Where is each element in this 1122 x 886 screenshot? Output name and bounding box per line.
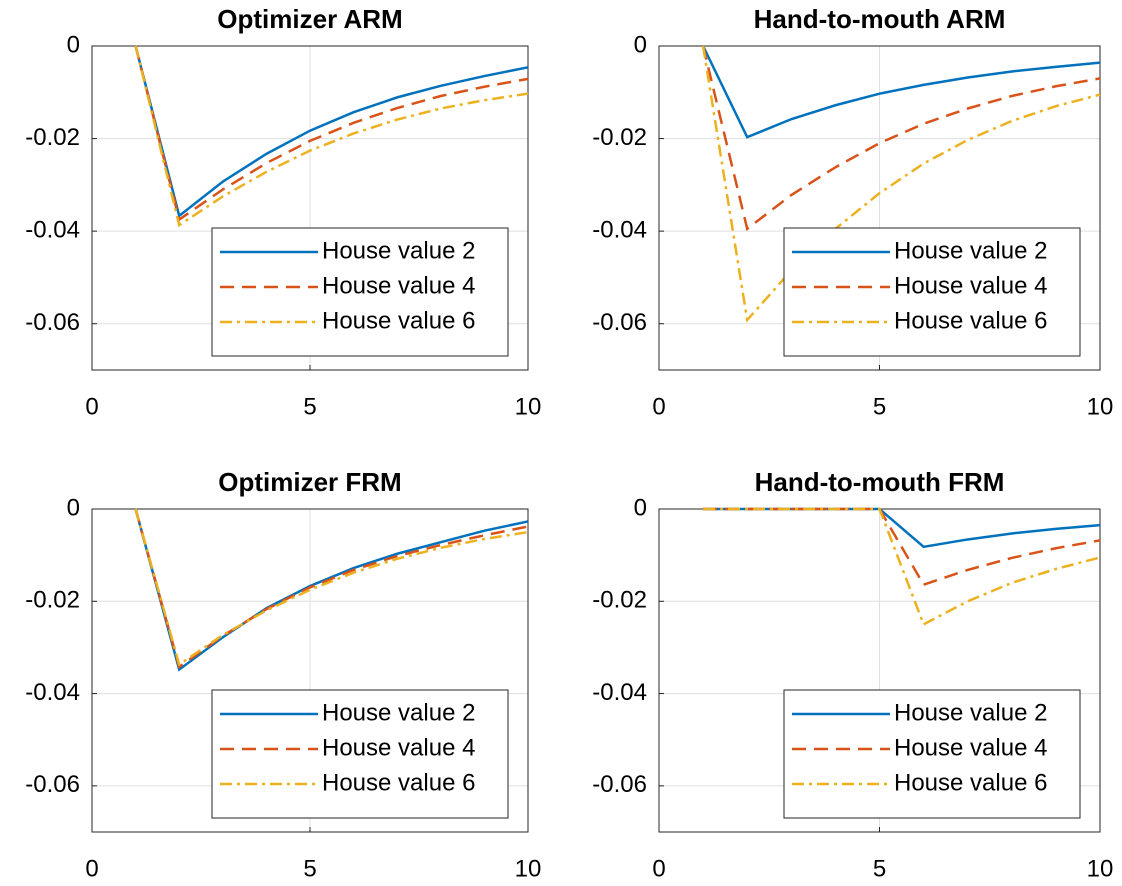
subplot: 0 5 10 -0.06 -0.04 -0.02 0 Hand-to-mouth ARM Hou… xyxy=(592,4,1113,420)
chart-title: Optimizer ARM xyxy=(217,4,402,34)
legend-label: House value 2 xyxy=(894,699,1047,726)
y-tick-label: -0.04 xyxy=(592,679,647,706)
x-tick-label: 0 xyxy=(85,855,98,882)
x-tick-label: 5 xyxy=(873,855,886,882)
subplot: 0 5 10 -0.06 -0.04 -0.02 0 Hand-to-mouth FRM Hou… xyxy=(592,467,1113,882)
legend-box xyxy=(211,689,509,819)
x-tick-label: 10 xyxy=(515,393,542,420)
legend-label: House value 2 xyxy=(322,699,475,726)
legend: House value 2 House value 4 House value 6 xyxy=(211,689,509,819)
legend-label: House value 2 xyxy=(322,237,475,264)
y-tick-label: -0.06 xyxy=(25,771,80,798)
axes-box xyxy=(658,45,1101,371)
y-tick-label: 0 xyxy=(634,31,647,58)
y-tick-label: -0.06 xyxy=(592,771,647,798)
series-line xyxy=(701,45,1101,139)
chart-title: Hand-to-mouth ARM xyxy=(754,4,1006,34)
legend-label: House value 6 xyxy=(322,769,475,796)
y-tick-label: 0 xyxy=(67,494,80,521)
x-tick-label: 10 xyxy=(1087,855,1114,882)
y-tick-label: -0.02 xyxy=(25,124,80,151)
x-tick-label: 5 xyxy=(873,393,886,420)
series-line xyxy=(134,45,529,219)
y-tick-label: -0.02 xyxy=(592,124,647,151)
y-tick-label: -0.02 xyxy=(592,587,647,614)
series-line xyxy=(134,508,529,672)
y-tick-label: -0.06 xyxy=(592,309,647,336)
legend-label: House value 4 xyxy=(322,734,475,761)
series-line xyxy=(134,508,529,667)
axes-box xyxy=(91,45,529,371)
legend: House value 2 House value 4 House value 6 xyxy=(211,227,509,357)
subplot: 0 5 10 -0.06 -0.04 -0.02 0 Optimizer FRM House v… xyxy=(25,467,541,882)
x-tick-label: 10 xyxy=(515,855,542,882)
series-line xyxy=(134,45,529,222)
y-tick-label: -0.04 xyxy=(25,679,80,706)
series-line xyxy=(701,45,1101,231)
legend-label: House value 6 xyxy=(322,307,475,334)
x-tick-label: 10 xyxy=(1087,393,1114,420)
x-tick-label: 5 xyxy=(303,855,316,882)
legend-box xyxy=(783,689,1081,819)
chart-title: Hand-to-mouth FRM xyxy=(755,467,1005,497)
series-line xyxy=(703,507,1101,587)
x-tick-label: 0 xyxy=(652,393,665,420)
axes-box xyxy=(91,508,529,833)
subplot: 0 5 10 -0.06 -0.04 -0.02 0 Optimizer ARM House v… xyxy=(25,4,541,420)
legend: House value 2 House value 4 House value 6 xyxy=(783,689,1081,819)
y-tick-label: -0.04 xyxy=(592,216,647,243)
legend-label: House value 6 xyxy=(894,769,1047,796)
x-tick-label: 5 xyxy=(303,393,316,420)
y-tick-label: -0.04 xyxy=(25,216,80,243)
legend-box xyxy=(211,227,509,357)
legend-label: House value 4 xyxy=(894,272,1047,299)
chart-title: Optimizer FRM xyxy=(218,467,401,497)
series-line xyxy=(701,45,1101,323)
legend-label: House value 2 xyxy=(894,237,1047,264)
legend-box xyxy=(783,227,1081,357)
legend-label: House value 4 xyxy=(322,272,475,299)
legend: House value 2 House value 4 House value 6 xyxy=(783,227,1081,357)
series-line xyxy=(134,45,529,228)
y-tick-label: 0 xyxy=(67,31,80,58)
series-line xyxy=(134,508,529,669)
y-tick-label: -0.06 xyxy=(25,309,80,336)
legend-label: House value 4 xyxy=(894,734,1047,761)
x-tick-label: 0 xyxy=(85,393,98,420)
x-tick-label: 0 xyxy=(652,855,665,882)
y-tick-label: 0 xyxy=(634,494,647,521)
y-tick-label: -0.02 xyxy=(25,587,80,614)
legend-label: House value 6 xyxy=(894,307,1047,334)
